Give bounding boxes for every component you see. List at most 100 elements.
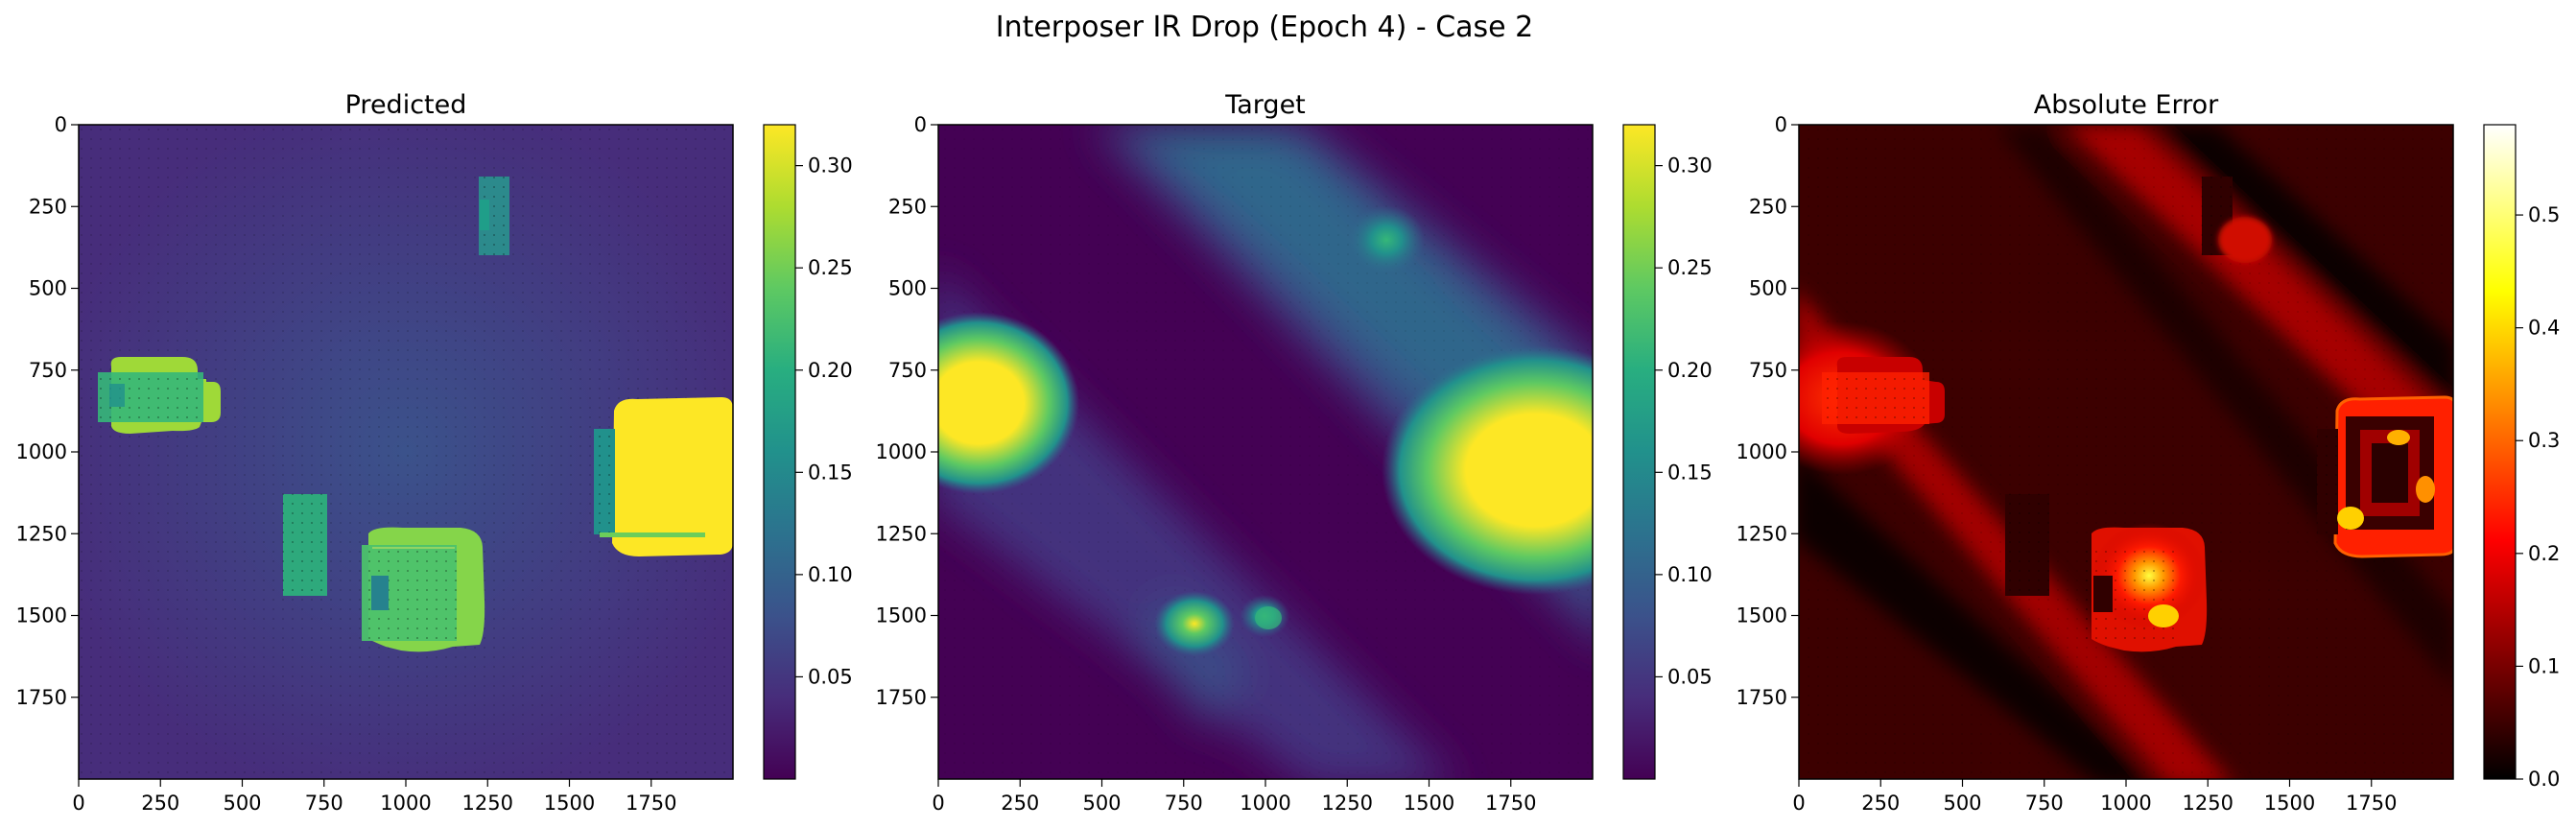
panel-error: Absolute Error — [1737, 90, 2561, 815]
heatmap-predicted — [79, 125, 733, 779]
panel-title-error: Absolute Error — [2034, 90, 2219, 120]
heatmap-error — [1799, 125, 2453, 779]
colorbar-tick-label: 0.20 — [1667, 359, 1713, 382]
y-tick-label: 750 — [888, 359, 927, 382]
colorbar-tick-label: 0.2 — [2528, 542, 2560, 565]
y-tick-label: 1250 — [876, 522, 927, 545]
colorbar-tick-label: 0.05 — [808, 665, 853, 688]
colorbar-error — [2483, 124, 2517, 780]
x-tick-label: 1500 — [544, 792, 595, 815]
xaxis-target: 0 250 500 750 1000 1250 1500 1750 — [932, 779, 1536, 815]
x-tick-label: 0 — [72, 792, 84, 815]
y-tick-label: 750 — [29, 359, 67, 382]
colorbar-tick-label: 0.1 — [2528, 654, 2560, 677]
colorbar-tick-label: 0.0 — [2528, 768, 2560, 791]
y-tick-label: 1750 — [876, 686, 927, 709]
colorbar-tick-label: 0.4 — [2528, 317, 2560, 340]
y-tick-label: 1500 — [16, 604, 67, 627]
target-hotspot-right — [1382, 345, 1593, 595]
x-tick-label: 500 — [1943, 792, 1981, 815]
figure-title: Interposer IR Drop (Epoch 4) - Case 2 — [996, 11, 1534, 44]
colorbar-tick-label: 0.15 — [1667, 461, 1713, 484]
xaxis-error: 0 250 500 750 1000 1250 1500 1750 — [1792, 779, 2397, 815]
y-tick-label: 0 — [914, 113, 927, 136]
x-tick-label: 500 — [223, 792, 261, 815]
predicted-block-top — [479, 177, 509, 255]
x-tick-label: 1500 — [2264, 792, 2315, 815]
y-tick-label: 1250 — [1737, 522, 1787, 545]
panel-predicted: Predicted — [16, 90, 853, 815]
colorbar-tick-label: 0.15 — [808, 461, 853, 484]
predicted-block-midleft — [283, 494, 327, 596]
colorbar-tick-label: 0.05 — [1667, 665, 1713, 688]
predicted-block-center — [362, 527, 485, 652]
x-tick-label: 750 — [305, 792, 343, 815]
x-tick-label: 1250 — [1322, 792, 1373, 815]
panel-title-predicted: Predicted — [345, 90, 467, 120]
x-tick-label: 250 — [1001, 792, 1039, 815]
colorbar-tick-label: 0.30 — [1667, 154, 1713, 177]
y-tick-label: 1250 — [16, 522, 67, 545]
y-tick-label: 250 — [1749, 195, 1787, 218]
predicted-block-left — [98, 357, 221, 434]
colorbar-predicted — [763, 124, 796, 780]
colorbar-tick-label: 0.3 — [2528, 429, 2560, 452]
y-tick-label: 1000 — [876, 440, 927, 463]
y-tick-label: 1750 — [1737, 686, 1787, 709]
panel-title-target: Target — [1224, 90, 1306, 120]
target-hotspot-small — [1255, 606, 1282, 629]
xaxis-predicted: 0 250 500 750 1000 1250 1500 1750 — [72, 779, 676, 815]
colorbar-ticks-predicted: 0.05 0.10 0.15 0.20 0.25 0.30 — [795, 154, 853, 688]
y-tick-label: 1750 — [16, 686, 67, 709]
colorbar-tick-label: 0.5 — [2528, 203, 2560, 226]
y-tick-label: 1500 — [876, 604, 927, 627]
colorbar-tick-label: 0.30 — [808, 154, 853, 177]
error-block-center — [2086, 523, 2208, 652]
x-tick-label: 250 — [1861, 792, 1900, 815]
panel-target: Target 0 250 500 750 1000 1250 1500 1750 0 250 50… — [876, 90, 1713, 815]
x-tick-label: 750 — [2025, 792, 2064, 815]
y-tick-label: 500 — [888, 277, 927, 300]
x-tick-label: 250 — [141, 792, 179, 815]
error-block-right — [2317, 395, 2453, 558]
x-tick-label: 1750 — [1485, 792, 1536, 815]
predicted-block-right — [594, 397, 733, 556]
target-hotspot-center — [1154, 591, 1235, 656]
x-tick-label: 750 — [1165, 792, 1203, 815]
y-tick-label: 500 — [29, 277, 67, 300]
x-tick-label: 1500 — [1404, 792, 1454, 815]
y-tick-label: 1500 — [1737, 604, 1787, 627]
target-hotspot-top — [1348, 205, 1425, 274]
x-tick-label: 0 — [932, 792, 944, 815]
y-tick-label: 1000 — [16, 440, 67, 463]
colorbar-tick-label: 0.25 — [1667, 256, 1713, 279]
error-block-top — [2202, 177, 2272, 263]
x-tick-label: 1000 — [1240, 792, 1290, 815]
colorbar-ticks-target: 0.05 0.10 0.15 0.20 0.25 0.30 — [1655, 154, 1713, 688]
error-block-left — [1822, 357, 1945, 434]
colorbar-tick-label: 0.10 — [808, 563, 853, 586]
y-tick-label: 500 — [1749, 277, 1787, 300]
yaxis-error: 0 250 500 750 1000 1250 1500 1750 — [1737, 113, 1799, 709]
y-tick-label: 250 — [29, 195, 67, 218]
x-tick-label: 1750 — [2346, 792, 2397, 815]
error-block-midleft — [2005, 494, 2049, 596]
y-tick-label: 0 — [1775, 113, 1787, 136]
x-tick-label: 0 — [1792, 792, 1805, 815]
colorbar-tick-label: 0.20 — [808, 359, 853, 382]
heatmap-target — [938, 125, 1593, 779]
yaxis-predicted: 0 250 500 750 1000 1250 1500 1750 — [16, 113, 79, 709]
x-tick-label: 1750 — [626, 792, 676, 815]
y-tick-label: 1000 — [1737, 440, 1787, 463]
y-tick-label: 250 — [888, 195, 927, 218]
colorbar-ticks-error: 0.0 0.1 0.2 0.3 0.4 0.5 — [2516, 203, 2560, 791]
x-tick-label: 500 — [1082, 792, 1121, 815]
x-tick-label: 1250 — [462, 792, 513, 815]
yaxis-target: 0 250 500 750 1000 1250 1500 1750 — [876, 113, 938, 709]
y-tick-label: 750 — [1749, 359, 1787, 382]
colorbar-tick-label: 0.10 — [1667, 563, 1713, 586]
target-hotspot-left — [938, 312, 1079, 494]
colorbar-tick-label: 0.25 — [808, 256, 853, 279]
x-tick-label: 1250 — [2183, 792, 2233, 815]
